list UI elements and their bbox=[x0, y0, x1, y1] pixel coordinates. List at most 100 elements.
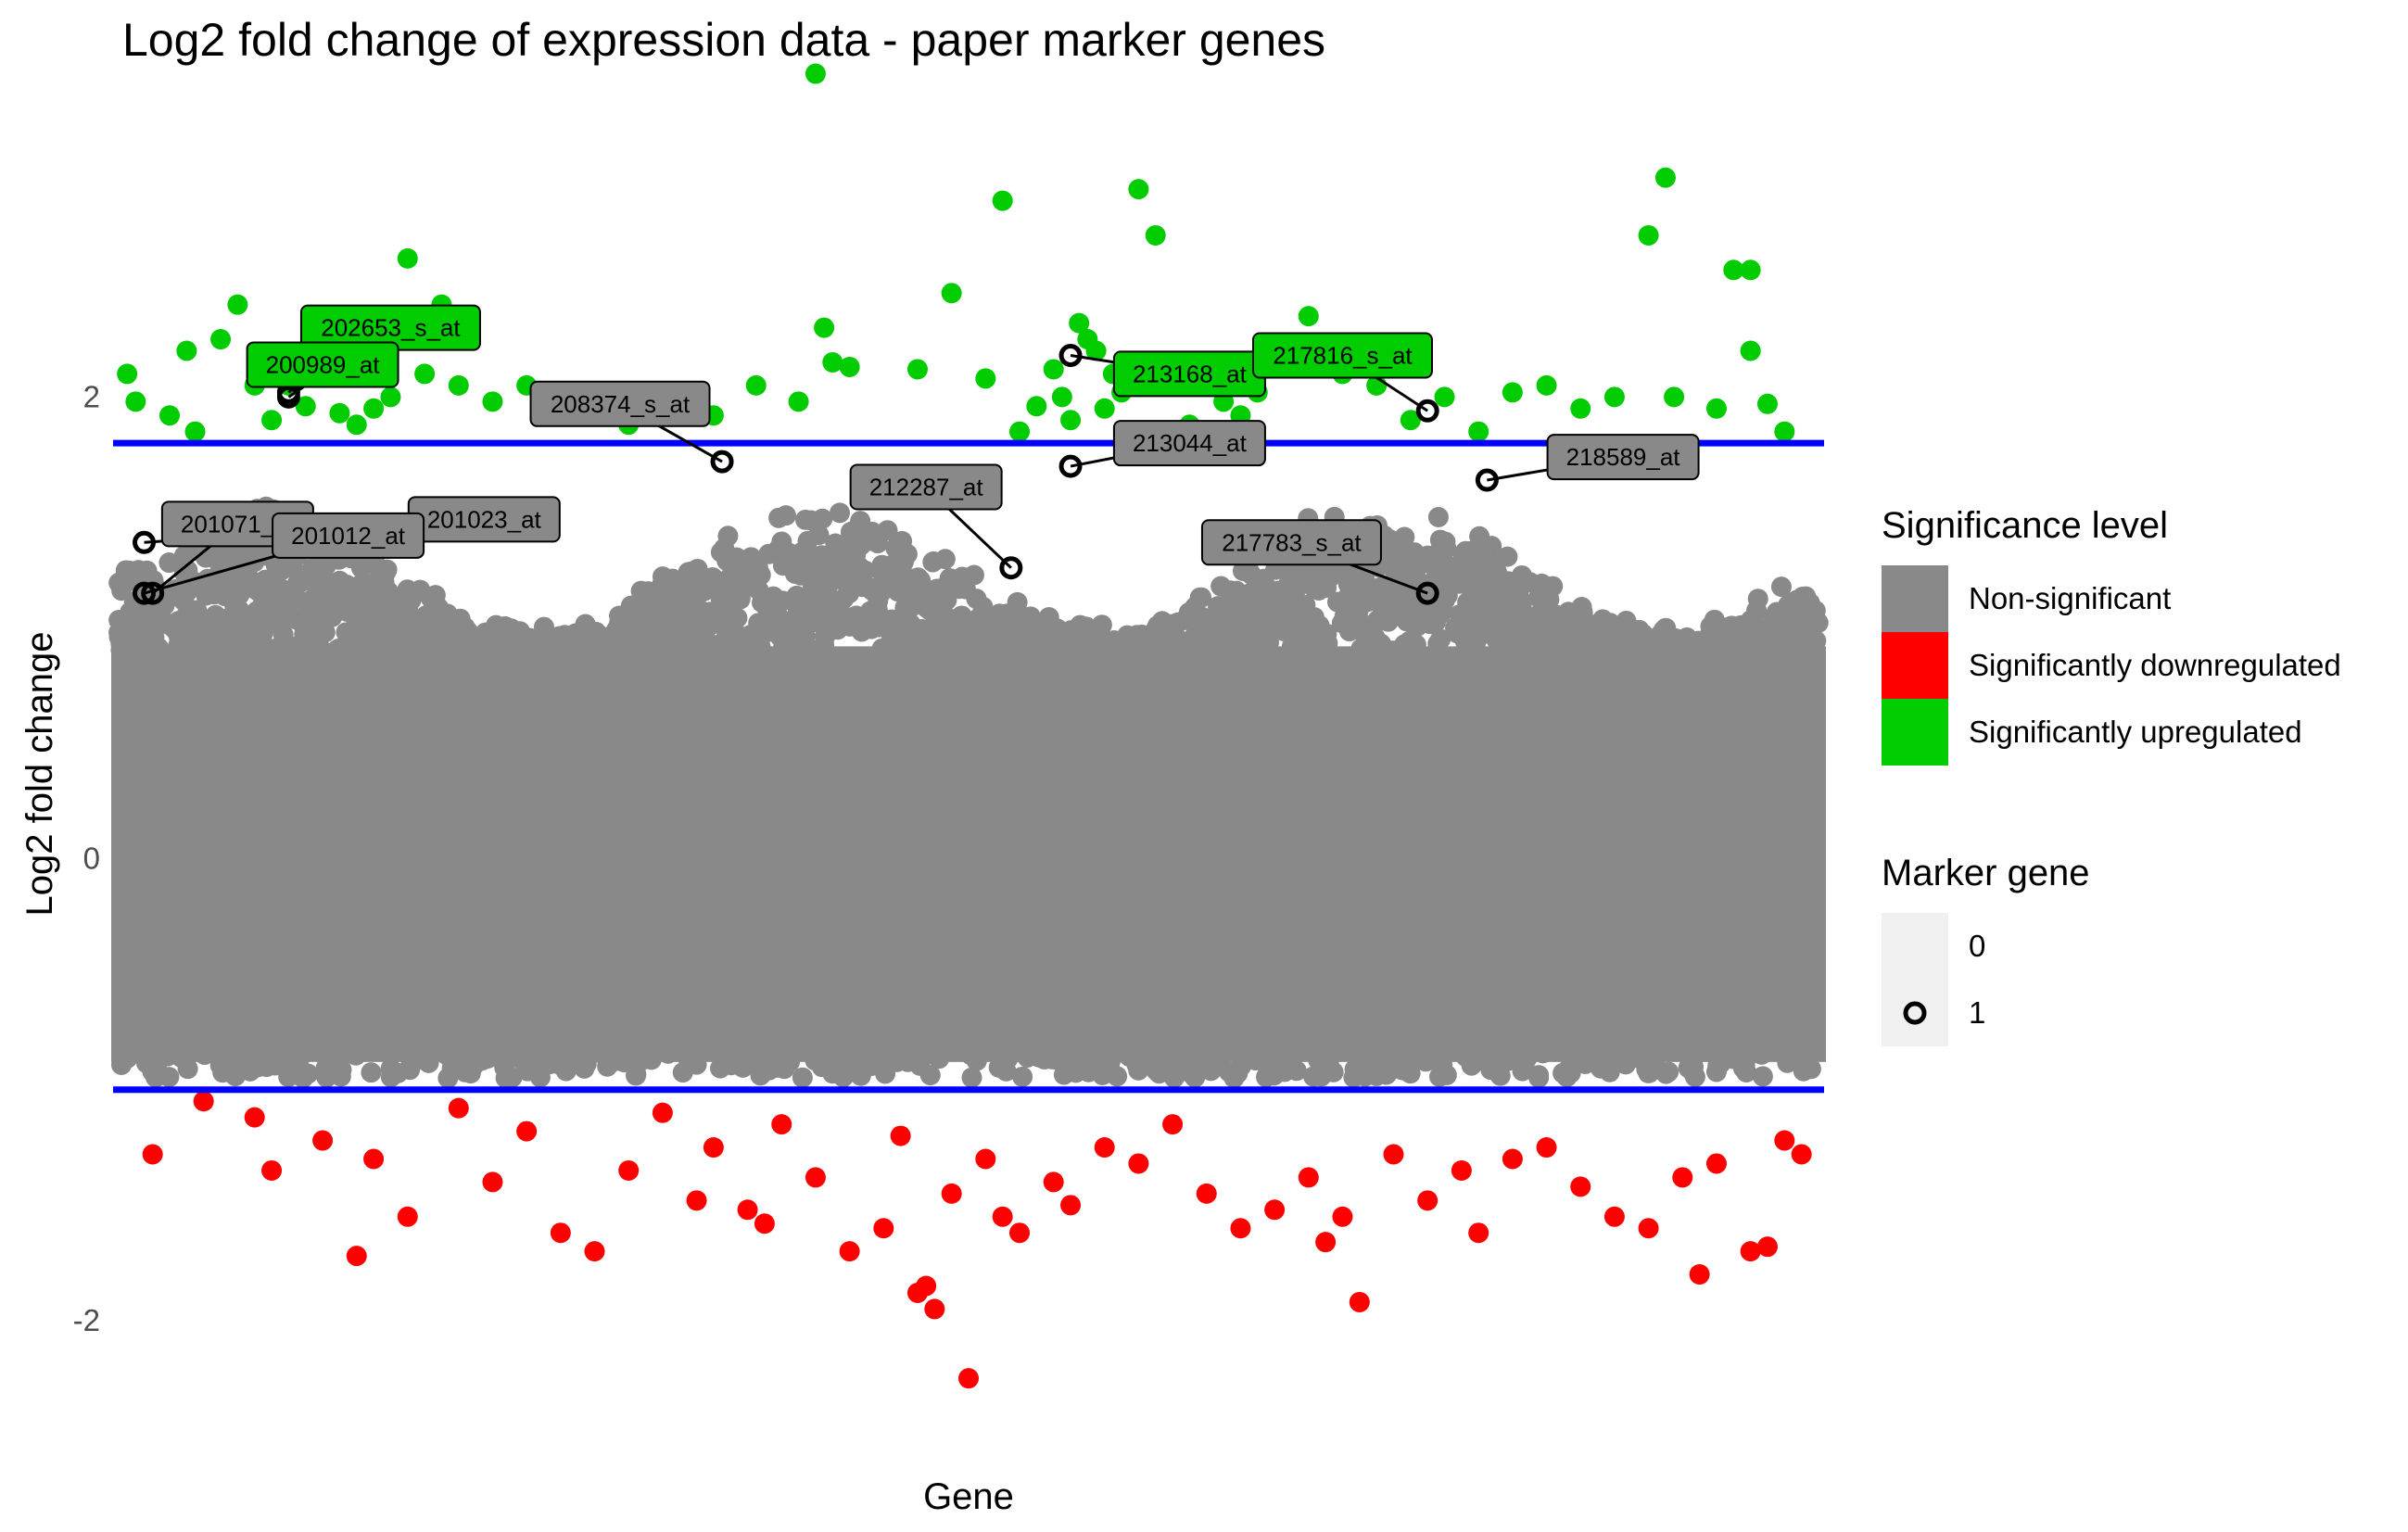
marker-gene-point bbox=[133, 581, 157, 605]
data-point-non-significant bbox=[966, 589, 987, 610]
marker-gene-label: 212287_at bbox=[849, 463, 1023, 580]
legend-swatch bbox=[1882, 565, 1948, 632]
data-point-non-significant bbox=[1324, 1022, 1346, 1044]
data-point-significantly-downregulated bbox=[1196, 1183, 1217, 1204]
data-point-non-significant bbox=[1394, 634, 1415, 655]
data-point-non-significant bbox=[596, 1025, 617, 1046]
y-tick-label: 2 bbox=[83, 379, 100, 413]
label-text: 201012_at bbox=[291, 522, 406, 550]
data-point-non-significant bbox=[1286, 570, 1307, 591]
data-point-non-significant bbox=[1187, 606, 1209, 627]
data-point-non-significant bbox=[1226, 1032, 1248, 1053]
data-point-non-significant bbox=[1497, 1050, 1518, 1071]
data-point-significantly-upregulated bbox=[1145, 224, 1166, 246]
legend-key-background bbox=[1882, 980, 1948, 1046]
data-point-significantly-upregulated bbox=[906, 359, 928, 380]
data-point-significantly-upregulated bbox=[159, 405, 181, 426]
data-point-non-significant bbox=[815, 626, 836, 647]
data-point-non-significant bbox=[441, 1057, 463, 1079]
marker-gene-label: 200989_at bbox=[246, 341, 399, 404]
data-point-non-significant bbox=[1279, 1055, 1300, 1076]
data-point-non-significant bbox=[224, 639, 246, 660]
marker-gene-label: 218589_at bbox=[1475, 434, 1700, 492]
data-point-non-significant bbox=[1347, 1040, 1368, 1061]
data-point-non-significant bbox=[1166, 641, 1187, 663]
data-point-non-significant bbox=[658, 595, 679, 616]
data-point-non-significant bbox=[816, 1025, 837, 1046]
data-point-significantly-upregulated bbox=[1085, 340, 1107, 361]
data-point-non-significant bbox=[1111, 1034, 1133, 1056]
data-point-non-significant bbox=[266, 638, 287, 659]
data-point-significantly-upregulated bbox=[1664, 386, 1685, 408]
data-point-non-significant bbox=[425, 585, 446, 606]
data-point-non-significant bbox=[665, 576, 687, 597]
data-point-non-significant bbox=[1576, 612, 1597, 633]
data-point-non-significant bbox=[1556, 1067, 1578, 1088]
data-point-non-significant bbox=[490, 1035, 512, 1057]
data-point-non-significant bbox=[973, 610, 995, 631]
data-point-non-significant bbox=[1065, 1029, 1086, 1050]
data-point-non-significant bbox=[418, 1052, 439, 1073]
data-point-non-significant bbox=[287, 572, 309, 593]
data-point-non-significant bbox=[1209, 1053, 1230, 1074]
data-point-non-significant bbox=[678, 1048, 699, 1070]
data-point-non-significant bbox=[1248, 581, 1269, 602]
data-point-significantly-downregulated bbox=[482, 1171, 503, 1193]
data-point-non-significant bbox=[141, 608, 162, 629]
data-point-significantly-downregulated bbox=[244, 1107, 265, 1128]
data-point-non-significant bbox=[1311, 1066, 1332, 1087]
data-point-non-significant bbox=[1012, 1066, 1033, 1087]
data-point-significantly-upregulated bbox=[1094, 398, 1115, 419]
data-point-significantly-upregulated bbox=[448, 374, 469, 396]
data-point-non-significant bbox=[1620, 1022, 1641, 1044]
data-point-non-significant bbox=[349, 575, 370, 596]
data-point-significantly-upregulated bbox=[1536, 374, 1557, 396]
data-point-non-significant bbox=[713, 638, 734, 659]
data-point-non-significant bbox=[1632, 623, 1654, 644]
data-point-significantly-downregulated bbox=[1298, 1167, 1319, 1188]
data-point-non-significant bbox=[380, 1058, 401, 1080]
data-point-significantly-upregulated bbox=[992, 190, 1013, 211]
label-text: 213168_at bbox=[1133, 360, 1248, 387]
data-point-significantly-downregulated bbox=[1603, 1206, 1625, 1227]
data-point-non-significant bbox=[768, 507, 790, 528]
data-point-non-significant bbox=[871, 638, 893, 659]
label-box bbox=[1251, 332, 1433, 379]
data-point-non-significant bbox=[630, 626, 652, 647]
data-point-non-significant bbox=[1592, 609, 1614, 630]
data-point-non-significant bbox=[1146, 1060, 1167, 1082]
data-point-non-significant bbox=[1415, 1039, 1437, 1060]
data-point-non-significant bbox=[1359, 577, 1380, 599]
data-point-non-significant bbox=[483, 638, 504, 659]
data-point-non-significant bbox=[1331, 562, 1352, 583]
marker-gene-label: 217783_s_at bbox=[1200, 519, 1439, 605]
data-point-non-significant bbox=[859, 601, 881, 622]
data-point-non-significant bbox=[361, 1062, 382, 1083]
data-point-significantly-upregulated bbox=[745, 374, 767, 396]
data-point-significantly-downregulated bbox=[1570, 1176, 1591, 1197]
data-point-significantly-upregulated bbox=[1654, 167, 1676, 188]
x-axis-title: Gene bbox=[923, 1476, 1014, 1517]
data-point-non-significant bbox=[855, 560, 876, 581]
marker-gene-label: 217816_s_at bbox=[1251, 332, 1439, 423]
non-significant-point-cloud bbox=[108, 496, 1829, 1089]
data-point-significantly-upregulated bbox=[788, 391, 809, 412]
data-point-non-significant bbox=[178, 633, 199, 654]
data-point-non-significant bbox=[204, 584, 225, 605]
data-point-non-significant bbox=[1242, 1045, 1263, 1066]
data-point-non-significant bbox=[1174, 1040, 1196, 1061]
data-point-significantly-upregulated bbox=[1756, 393, 1778, 414]
data-point-significantly-downregulated bbox=[975, 1148, 996, 1170]
data-point-non-significant bbox=[694, 639, 716, 660]
marker-gene-label: 201012_at bbox=[133, 512, 425, 605]
data-point-non-significant bbox=[651, 620, 672, 641]
data-point-non-significant bbox=[348, 623, 369, 644]
data-point-non-significant bbox=[1240, 563, 1261, 585]
data-point-non-significant bbox=[1309, 1048, 1330, 1070]
chart-title: Log2 fold change of expression data - pa… bbox=[122, 14, 1325, 66]
label-box bbox=[272, 512, 425, 559]
data-point-non-significant bbox=[597, 1056, 618, 1077]
data-point-non-significant bbox=[556, 1049, 577, 1070]
data-point-non-significant bbox=[1214, 632, 1236, 653]
